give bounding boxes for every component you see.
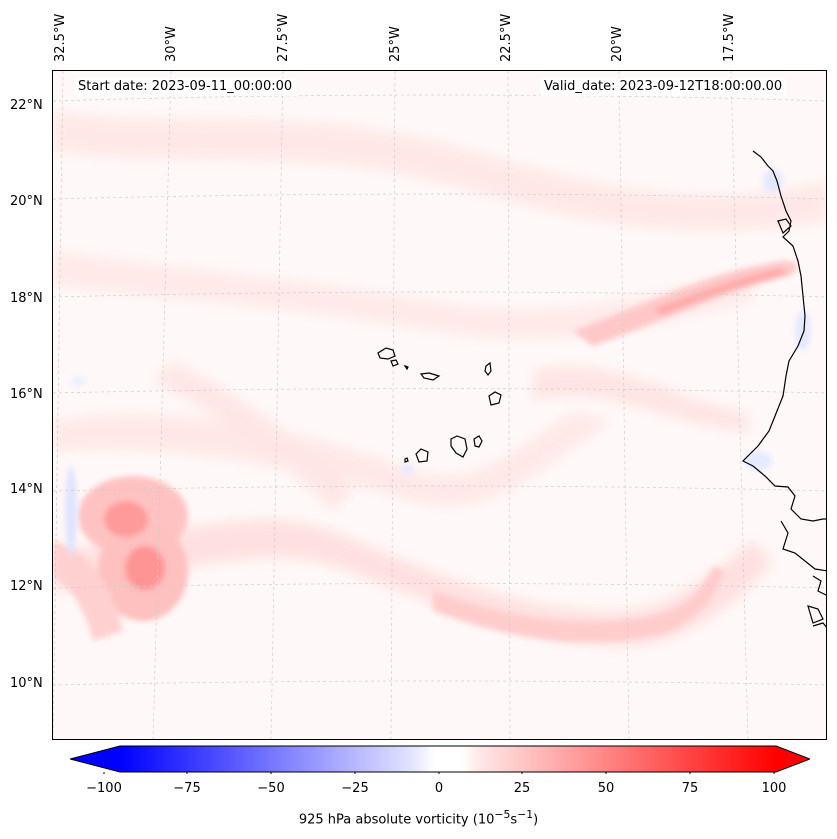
lon-label-25w: 25°W (388, 26, 403, 62)
colorbar-tick-label: 25 (513, 781, 531, 796)
colorbar-graphic (68, 745, 812, 776)
colorbar-title-text: 925 hPa absolute vorticity (10 (298, 812, 495, 828)
lon-label-30w: 30°W (164, 26, 179, 62)
lat-label-10n: 10°N (10, 676, 43, 691)
vorticity-map (53, 71, 826, 739)
colorbar-title: 925 hPa absolute vorticity (10−5s−1) (0, 808, 837, 827)
colorbar-tick-label: −50 (257, 781, 285, 796)
african-coastline (741, 150, 826, 628)
colorbar-tick-label: 75 (681, 781, 699, 796)
lat-label-18n: 18°N (10, 291, 43, 306)
colorbar-body (120, 746, 776, 772)
colorbar-max-extension (776, 746, 810, 772)
start-date-label: Start date: 2023-09-11_00:00:00 (74, 78, 297, 96)
graticule (53, 71, 826, 739)
lat-label-14n: 14°N (10, 482, 43, 497)
colorbar (68, 744, 812, 776)
lon-label-17-5w: 17.5°W (722, 13, 737, 62)
lon-label-27-5w: 27.5°W (276, 13, 291, 62)
colorbar-title-exp2: −1 (517, 808, 534, 821)
colorbar-tick-label: 100 (761, 781, 787, 796)
lat-label-22n: 22°N (10, 98, 43, 113)
colorbar-title-end: ) (533, 812, 539, 828)
lon-label-32-5w: 32.5°W (53, 13, 68, 62)
vortex-west (53, 476, 188, 641)
map-panel[interactable] (52, 70, 827, 740)
lon-label-20w: 20°W (610, 26, 625, 62)
southern-arc (433, 566, 725, 642)
colorbar-title-mid: s (510, 812, 518, 828)
weak-positive-bands (53, 111, 826, 647)
lat-label-20n: 20°N (10, 194, 43, 209)
moderate-positive-band (573, 260, 798, 346)
colorbar-tick-label: 50 (597, 781, 615, 796)
valid-date-label: Valid_date: 2023-09-12T18:00:00.00 (540, 78, 787, 96)
lat-label-16n: 16°N (10, 387, 43, 402)
lat-label-12n: 12°N (10, 579, 43, 594)
colorbar-tick-label: −75 (173, 781, 201, 796)
cape-verde-islands (377, 347, 502, 463)
weak-negative-patches (65, 169, 811, 556)
colorbar-tick-label: −100 (86, 781, 122, 796)
lon-label-22-5w: 22.5°W (499, 13, 514, 62)
colorbar-tick-label: 0 (434, 781, 444, 796)
colorbar-min-extension (70, 746, 120, 772)
colorbar-tick-label: −25 (341, 781, 369, 796)
colorbar-title-exp1: −5 (494, 808, 511, 821)
